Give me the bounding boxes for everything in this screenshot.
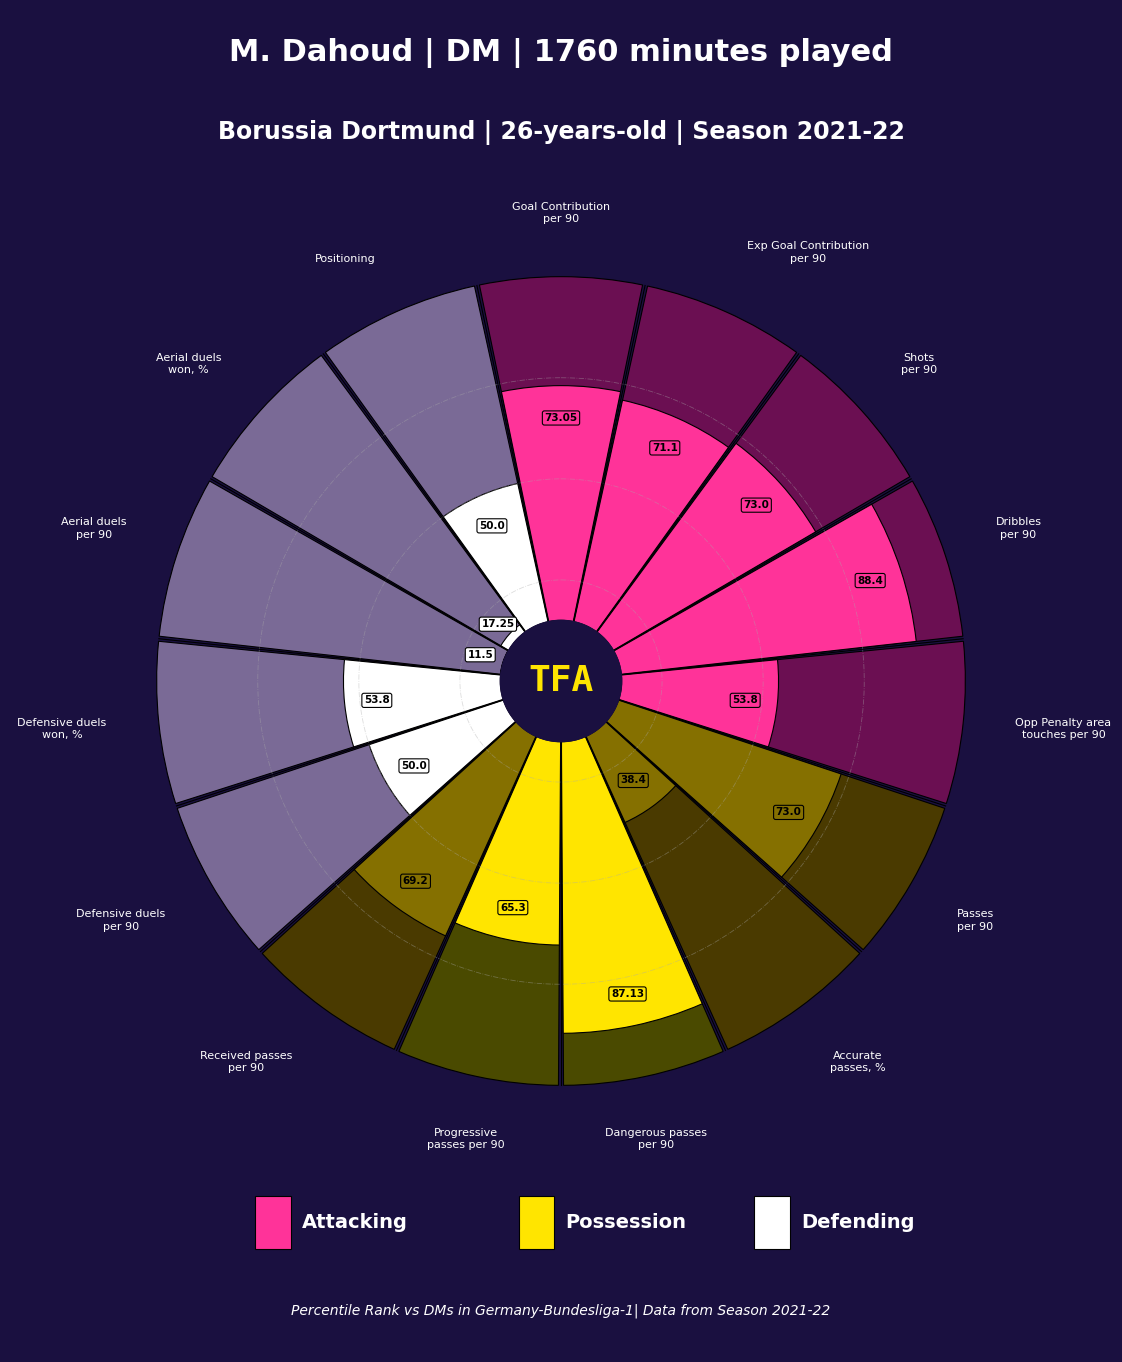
Bar xyxy=(355,722,536,936)
Text: Opp Penalty area
touches per 90: Opp Penalty area touches per 90 xyxy=(1015,718,1112,740)
FancyBboxPatch shape xyxy=(518,1196,554,1249)
Bar xyxy=(343,659,503,746)
Text: Progressive
passes per 90: Progressive passes per 90 xyxy=(427,1128,505,1151)
Text: M. Dahoud | DM | 1760 minutes played: M. Dahoud | DM | 1760 minutes played xyxy=(229,38,893,68)
Bar xyxy=(614,504,917,674)
Text: 73.05: 73.05 xyxy=(544,413,578,424)
Bar xyxy=(597,355,910,650)
Text: 53.8: 53.8 xyxy=(733,696,758,706)
Text: Accurate
passes, %: Accurate passes, % xyxy=(829,1050,885,1073)
Text: Goal Contribution
per 90: Goal Contribution per 90 xyxy=(512,202,610,225)
Text: 53.8: 53.8 xyxy=(364,696,389,706)
Bar xyxy=(561,737,724,1086)
Bar xyxy=(177,700,516,949)
Bar xyxy=(159,481,508,674)
FancyBboxPatch shape xyxy=(255,1196,291,1249)
Text: Passes
per 90: Passes per 90 xyxy=(957,910,994,932)
Bar xyxy=(606,700,945,949)
Bar xyxy=(597,443,816,650)
Text: 50.0: 50.0 xyxy=(401,761,426,771)
Text: Aerial duels
won, %: Aerial duels won, % xyxy=(156,353,221,376)
Text: 65.3: 65.3 xyxy=(500,903,526,913)
Text: 88.4: 88.4 xyxy=(857,576,883,586)
Text: Exp Goal Contribution
per 90: Exp Goal Contribution per 90 xyxy=(747,241,870,264)
Text: 73.0: 73.0 xyxy=(744,500,770,511)
FancyBboxPatch shape xyxy=(754,1196,790,1249)
Text: 73.0: 73.0 xyxy=(775,808,801,817)
Bar xyxy=(586,722,675,823)
Bar xyxy=(619,642,965,804)
Bar xyxy=(619,659,779,746)
Bar xyxy=(500,651,508,674)
Text: Dribbles
per 90: Dribbles per 90 xyxy=(995,518,1041,539)
Text: Defensive duels
per 90: Defensive duels per 90 xyxy=(76,910,165,932)
Text: Shots
per 90: Shots per 90 xyxy=(901,353,937,376)
Text: Percentile Rank vs DMs in Germany-Bundesliga-1| Data from Season 2021-22: Percentile Rank vs DMs in Germany-Bundes… xyxy=(292,1303,830,1318)
Text: 50.0: 50.0 xyxy=(479,520,505,531)
Text: 71.1: 71.1 xyxy=(652,443,678,454)
Text: Aerial duels
per 90: Aerial duels per 90 xyxy=(61,518,127,539)
Bar xyxy=(586,722,859,1049)
Bar xyxy=(456,737,561,945)
Text: 17.25: 17.25 xyxy=(481,620,515,629)
Bar xyxy=(369,700,516,816)
Bar xyxy=(574,400,728,632)
Bar xyxy=(614,481,963,674)
Text: 87.13: 87.13 xyxy=(611,989,644,998)
Bar xyxy=(561,737,702,1034)
Text: 11.5: 11.5 xyxy=(468,650,493,659)
Polygon shape xyxy=(500,620,622,742)
Bar xyxy=(500,625,525,650)
Text: 69.2: 69.2 xyxy=(403,876,429,887)
Bar xyxy=(479,276,643,621)
Text: Defensive duels
won, %: Defensive duels won, % xyxy=(17,718,107,740)
Text: 38.4: 38.4 xyxy=(620,775,646,786)
Text: Positioning: Positioning xyxy=(314,253,375,264)
Bar xyxy=(574,286,797,632)
Text: TFA: TFA xyxy=(528,665,594,697)
Bar xyxy=(263,722,536,1049)
Text: Dangerous passes
per 90: Dangerous passes per 90 xyxy=(605,1128,707,1151)
Text: Possession: Possession xyxy=(565,1214,687,1231)
Bar xyxy=(212,355,525,650)
Text: Defending: Defending xyxy=(801,1214,914,1231)
Text: Attacking: Attacking xyxy=(302,1214,407,1231)
Bar xyxy=(398,737,561,1086)
Bar xyxy=(606,700,842,877)
Text: Borussia Dortmund | 26-years-old | Season 2021-22: Borussia Dortmund | 26-years-old | Seaso… xyxy=(218,120,904,146)
Text: Received passes
per 90: Received passes per 90 xyxy=(200,1050,293,1073)
Bar xyxy=(157,642,503,804)
Bar xyxy=(443,484,548,632)
Bar xyxy=(502,385,620,621)
Bar xyxy=(325,286,548,632)
